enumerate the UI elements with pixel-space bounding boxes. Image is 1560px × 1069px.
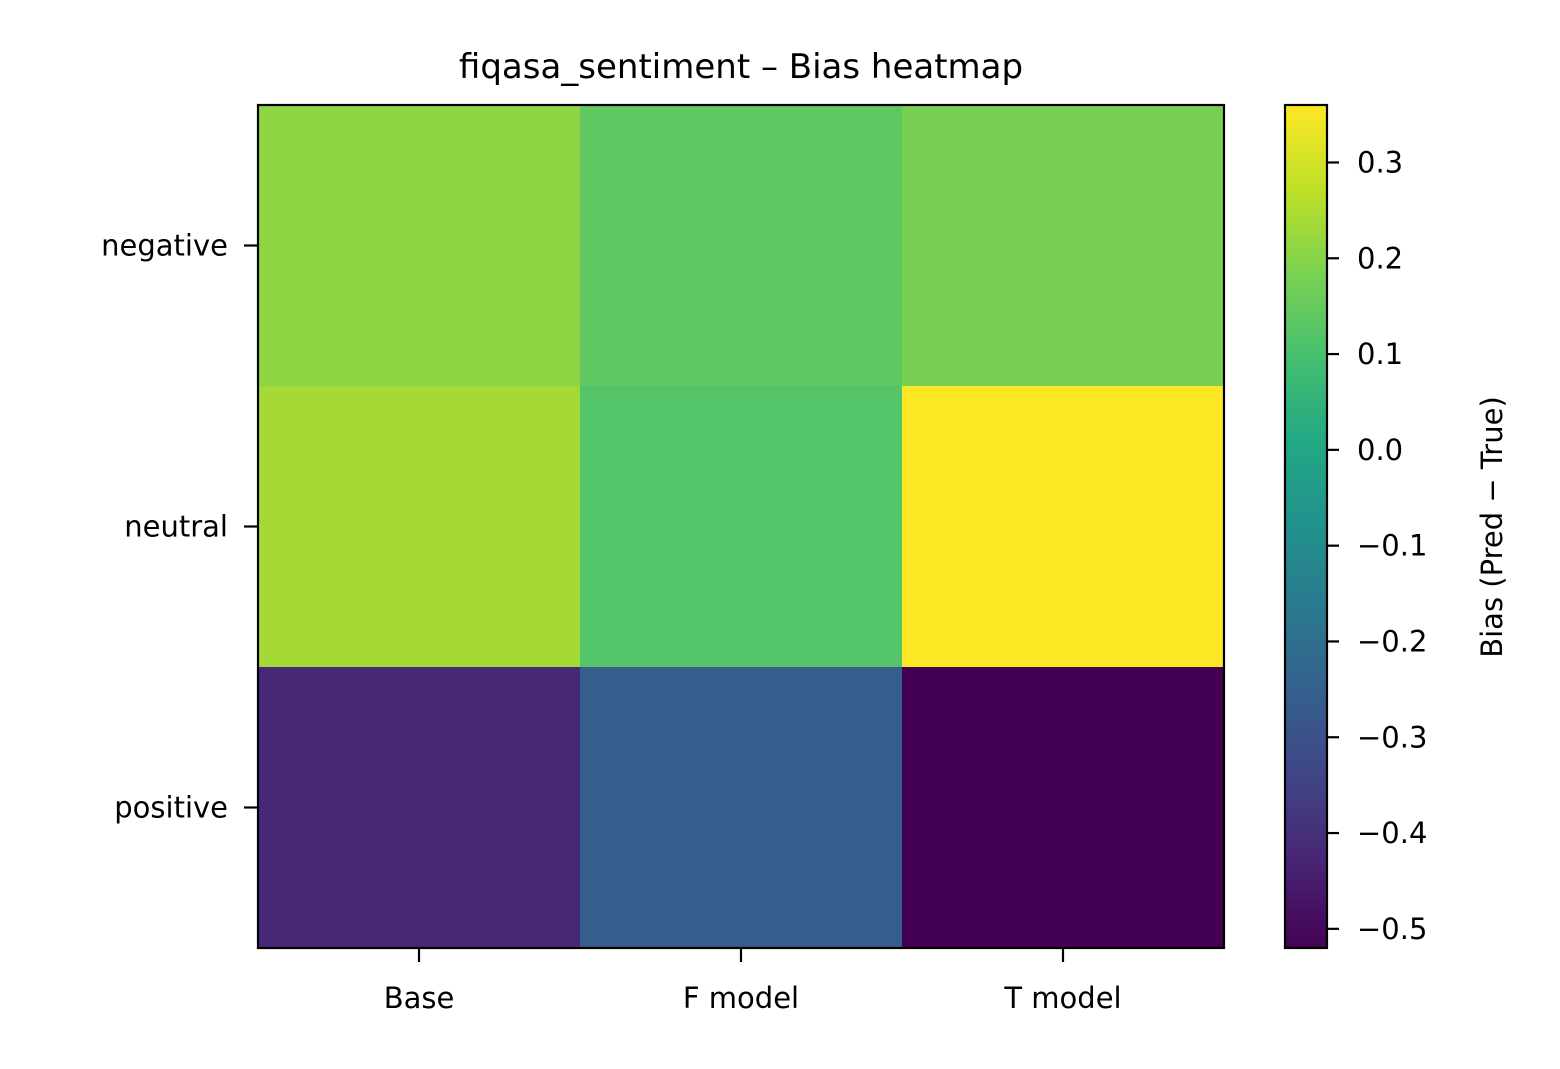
colorbar-tick-label: −0.3: [1357, 720, 1427, 754]
heatmap-cell: [902, 667, 1225, 949]
colorbar-tick-label: 0.0: [1357, 433, 1403, 467]
y-tick-label: neutral: [124, 510, 228, 544]
colorbar-tick-label: −0.4: [1357, 816, 1427, 850]
x-tick-label: F model: [683, 981, 799, 1015]
colorbar-tick-label: 0.3: [1357, 145, 1403, 179]
colorbar-label: Bias (Pred − True): [1475, 396, 1509, 658]
colorbar-tick-label: −0.5: [1357, 912, 1427, 946]
heatmap-cell: [258, 667, 581, 949]
heatmap-cell: [258, 386, 581, 668]
x-tick-label: T model: [1003, 981, 1121, 1015]
y-tick-label: negative: [101, 229, 228, 263]
heatmap-cell: [902, 386, 1225, 668]
colorbar-tick-label: −0.2: [1357, 624, 1427, 658]
heatmap-cell: [580, 667, 903, 949]
y-axis: negative neutral positive: [101, 229, 258, 825]
x-axis: Base F model T model: [384, 948, 1122, 1015]
heatmap-cell: [580, 105, 903, 387]
colorbar: [1283, 103, 1329, 950]
chart-title: fiqasa_sentiment – Bias heatmap: [459, 47, 1023, 87]
heatmap-cell: [258, 105, 581, 387]
colorbar-tick-label: −0.1: [1357, 529, 1427, 563]
y-tick-label: positive: [114, 791, 228, 825]
heatmap-cells: [258, 105, 1225, 949]
x-tick-label: Base: [384, 981, 455, 1015]
heatmap-cell: [902, 105, 1225, 387]
colorbar-tick-label: 0.1: [1357, 337, 1403, 371]
colorbar-ticks: 0.3 0.2 0.1 0.0 −0.1 −0.2 −0.3 −0.4 −0.5: [1327, 145, 1427, 946]
colorbar-tick-label: 0.2: [1357, 241, 1403, 275]
heatmap-cell: [580, 386, 903, 668]
